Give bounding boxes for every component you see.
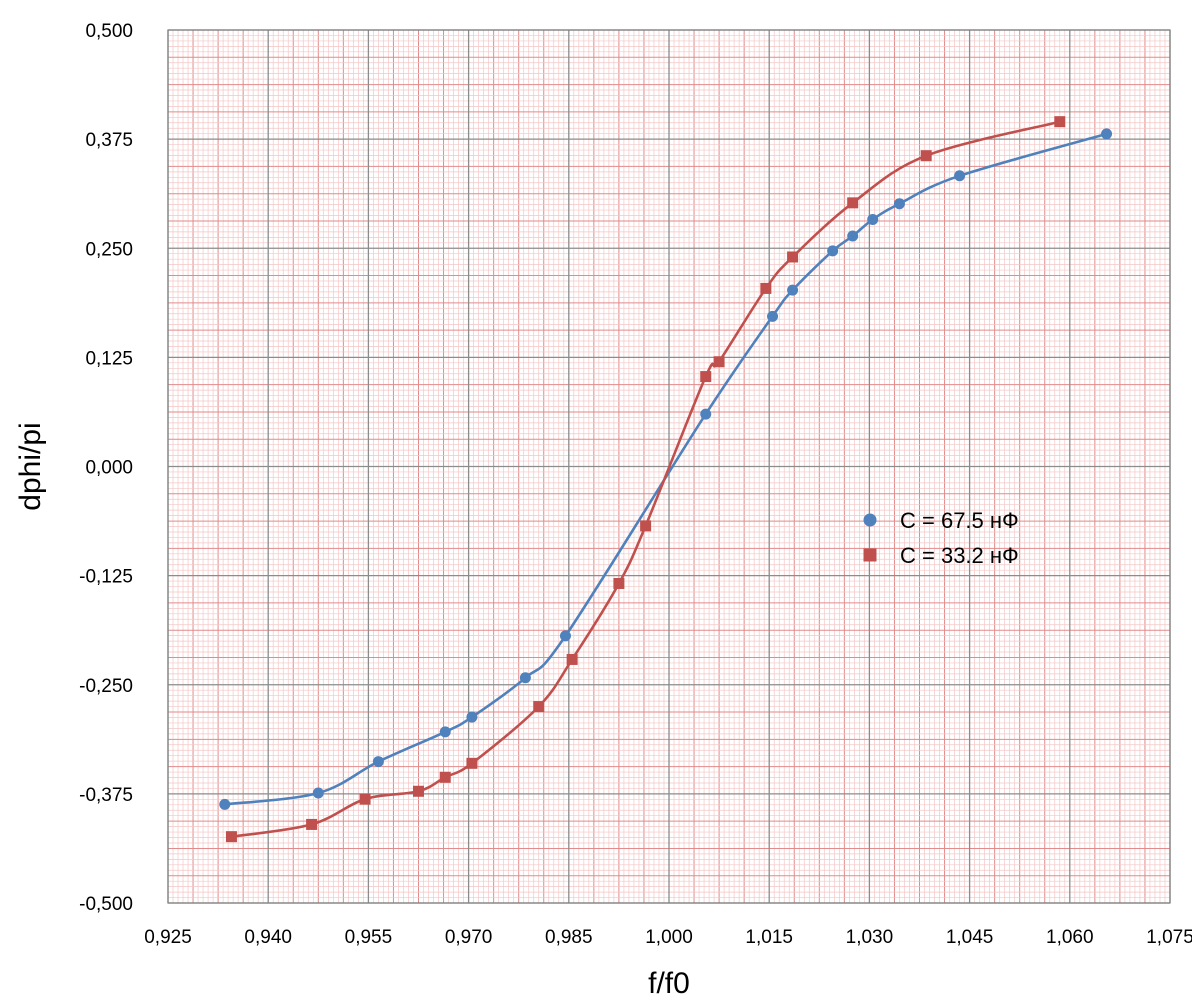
series-1-point	[954, 170, 966, 182]
major-grid	[167, 29, 1171, 904]
series-1-point	[827, 245, 839, 257]
legend-entry-2: C = 33.2 нФ	[900, 543, 1019, 568]
x-tick-label: 0,970	[445, 927, 493, 948]
x-tick-label: 0,985	[545, 927, 593, 948]
data-points	[219, 116, 1113, 843]
x-tick-label: 0,955	[345, 927, 393, 948]
x-tick-label: 1,045	[946, 927, 994, 948]
series-2-point	[359, 793, 371, 805]
series-1-point	[559, 630, 571, 642]
x-tick-label: 1,060	[1046, 927, 1094, 948]
legend-entry-1: C = 67.5 нФ	[900, 508, 1019, 533]
x-tick-label: 1,000	[645, 927, 693, 948]
series-2-point	[466, 757, 478, 769]
legend-marker-2	[863, 548, 877, 562]
series-1-point	[867, 213, 879, 225]
series-2-point	[847, 197, 859, 209]
series-1-point	[312, 787, 324, 799]
legend-marker-1	[863, 513, 877, 527]
series-2-point	[533, 701, 545, 713]
x-tick-label: 0,925	[144, 927, 192, 948]
y-tick-label: -0,500	[79, 894, 133, 915]
legend: C = 67.5 нФ C = 33.2 нФ	[863, 508, 1019, 568]
y-tick-label: -0,375	[79, 785, 133, 806]
series-1-point	[439, 726, 451, 738]
plot-border	[167, 29, 1171, 904]
y-axis-tick-labels: 0,500 0,375 0,250 0,125 0,000 -0,125 -0,250 -0,…	[79, 21, 133, 915]
x-tick-label: 1,015	[745, 927, 793, 948]
series-1-point	[466, 711, 478, 723]
series-2-point	[713, 356, 725, 368]
y-tick-label: 0,125	[85, 348, 133, 369]
series-1-point	[700, 408, 712, 420]
series-2-point	[306, 818, 318, 830]
series-2-point	[566, 653, 578, 665]
series-2-point	[413, 785, 424, 797]
y-tick-label: -0,250	[79, 676, 133, 697]
x-axis-title: f/f0	[648, 967, 690, 1000]
series-2-point	[920, 150, 932, 162]
series-2-point	[613, 577, 625, 589]
x-tick-label: 1,075	[1146, 927, 1192, 948]
x-axis-tick-labels: 0,925 0,940 0,955 0,970 0,985 1,000 1,015 1,030…	[144, 927, 1192, 948]
x-tick-label: 1,030	[846, 927, 894, 948]
series-2-point	[640, 520, 652, 532]
series-1-curve	[224, 132, 1107, 806]
series-2-point	[700, 371, 712, 383]
series-1-point	[767, 310, 779, 322]
y-tick-label: 0,375	[85, 130, 133, 151]
series-2-point	[439, 771, 451, 783]
series-1-point	[372, 756, 384, 768]
y-tick-label: -0,125	[79, 567, 133, 588]
series-1-point	[787, 284, 799, 296]
series-1-point	[847, 230, 859, 242]
series-2-point	[1054, 116, 1066, 128]
y-tick-label: 0,250	[85, 239, 133, 260]
y-tick-label: 0,000	[85, 458, 133, 479]
series-2-point	[787, 251, 799, 263]
x-tick-label: 0,940	[244, 927, 292, 948]
y-tick-label: 0,500	[85, 21, 133, 42]
series-2-point	[760, 282, 772, 294]
y-axis-title: dphi/pi	[14, 422, 47, 510]
series-1-point	[219, 798, 231, 810]
series-2-point	[225, 831, 237, 843]
series-1-point	[893, 198, 905, 210]
series-1-point	[519, 672, 531, 684]
series-1-point	[1101, 128, 1113, 140]
